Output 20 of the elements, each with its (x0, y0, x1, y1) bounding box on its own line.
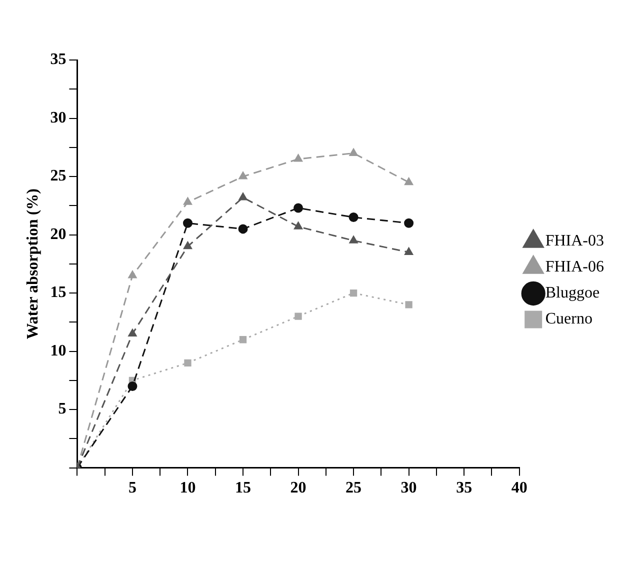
legend-label: Cuerno (545, 310, 592, 328)
x-tick-label: 25 (346, 480, 362, 497)
legend-label: FHIA-06 (545, 258, 604, 276)
y-axis-title: Water absorption (%) (24, 188, 42, 340)
x-tick-label: 10 (180, 480, 196, 497)
y-tick-label: 35 (50, 51, 66, 68)
x-tick-label: 40 (511, 480, 528, 497)
x-tick-label: 20 (290, 480, 306, 497)
legend-label: FHIA-03 (545, 232, 604, 250)
y-tick-label: 20 (50, 226, 66, 243)
x-tick-label: 30 (400, 480, 417, 497)
x-tick-label: 15 (235, 480, 251, 497)
legend-label: Bluggoe (545, 284, 600, 302)
x-tick-label: 35 (456, 480, 472, 497)
y-tick-label: 30 (50, 109, 66, 126)
x-tick-label: 5 (128, 480, 136, 497)
y-tick-label: 10 (50, 342, 66, 360)
y-tick-label: 25 (50, 168, 66, 185)
y-tick-label: 5 (58, 400, 66, 418)
y-tick-label: 15 (50, 284, 66, 302)
